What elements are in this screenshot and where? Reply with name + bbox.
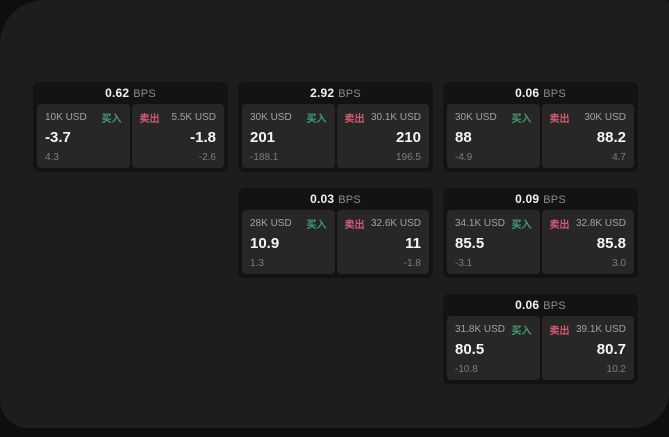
- sell-notional: 32.6K USD: [370, 218, 421, 229]
- buy-notional: 31.8K USD: [455, 324, 506, 335]
- bps-unit: BPS: [543, 194, 566, 206]
- bps-header: 0.03 BPS: [242, 188, 429, 210]
- sell-sub-value: 4.7: [612, 152, 626, 163]
- sell-notional: 32.8K USD: [575, 218, 626, 229]
- sell-quote-panel[interactable]: 卖出 32.6K USD 11 -1.8: [336, 210, 429, 274]
- sell-sub-value: 10.2: [606, 364, 626, 375]
- quote-card: 0.62 BPS 10K USD 买入 -3.7 4.3 卖出 5.5K USD …: [33, 82, 228, 172]
- buy-sub-value: -3.1: [455, 258, 473, 269]
- buy-price: 80.5: [455, 341, 485, 359]
- buy-side-label: 买入: [511, 326, 532, 337]
- sell-side-label: 卖出: [344, 220, 365, 231]
- quote-card: 2.92 BPS 30K USD 买入 201 -188.1 卖出 30.1K U…: [238, 82, 433, 172]
- quote-card: 0.03 BPS 28K USD 买入 10.9 1.3 卖出 32.6K USD…: [238, 188, 433, 278]
- sell-quote-panel[interactable]: 卖出 5.5K USD -1.8 -2.6: [131, 104, 224, 168]
- sell-side-label: 卖出: [139, 114, 160, 125]
- buy-quote-panel[interactable]: 10K USD 买入 -3.7 4.3: [37, 104, 130, 168]
- sell-notional: 39.1K USD: [575, 324, 626, 335]
- buy-price: 10.9: [250, 235, 280, 253]
- sell-quote-panel[interactable]: 卖出 39.1K USD 80.7 10.2: [541, 316, 634, 380]
- buy-price: -3.7: [45, 129, 71, 147]
- buy-sub-value: 4.3: [45, 152, 59, 163]
- buy-notional: 10K USD: [45, 112, 87, 123]
- buy-notional: 34.1K USD: [455, 218, 506, 229]
- buy-sub-value: -4.9: [455, 152, 473, 163]
- sell-side-label: 卖出: [549, 220, 570, 231]
- bps-unit: BPS: [338, 88, 361, 100]
- bps-value: 0.62: [105, 86, 130, 100]
- buy-side-label: 买入: [511, 114, 532, 125]
- quote-card-grid: 0.62 BPS 10K USD 买入 -3.7 4.3 卖出 5.5K USD …: [33, 82, 638, 384]
- sell-price: -1.8: [190, 129, 216, 147]
- bps-value: 0.09: [515, 192, 540, 206]
- buy-price: 88: [455, 129, 472, 147]
- sell-sub-value: 196.5: [395, 152, 421, 163]
- sell-sub-value: -2.6: [198, 152, 216, 163]
- bps-unit: BPS: [543, 88, 566, 100]
- buy-quote-panel[interactable]: 31.8K USD 买入 80.5 -10.8: [447, 316, 540, 380]
- quote-card: 0.06 BPS 31.8K USD 买入 80.5 -10.8 卖出 39.1K…: [443, 294, 638, 384]
- buy-notional: 30K USD: [250, 112, 292, 123]
- sell-side-label: 卖出: [549, 326, 570, 337]
- sell-side-label: 卖出: [549, 114, 570, 125]
- sell-notional: 5.5K USD: [171, 112, 216, 123]
- sell-quote-panel[interactable]: 卖出 30K USD 88.2 4.7: [541, 104, 634, 168]
- buy-quote-panel[interactable]: 34.1K USD 买入 85.5 -3.1: [447, 210, 540, 274]
- buy-side-label: 买入: [101, 114, 122, 125]
- sell-side-label: 卖出: [344, 114, 365, 125]
- sell-price: 88.2: [596, 129, 626, 147]
- buy-price: 201: [250, 129, 276, 147]
- buy-side-label: 买入: [511, 220, 532, 231]
- sell-notional: 30K USD: [584, 112, 626, 123]
- bps-header: 0.06 BPS: [447, 294, 634, 316]
- sell-sub-value: 3.0: [612, 258, 626, 269]
- sell-price: 85.8: [596, 235, 626, 253]
- bps-value: 0.03: [310, 192, 335, 206]
- sell-notional: 30.1K USD: [370, 112, 421, 123]
- buy-price: 85.5: [455, 235, 485, 253]
- buy-notional: 28K USD: [250, 218, 292, 229]
- buy-side-label: 买入: [306, 114, 327, 125]
- bps-unit: BPS: [133, 88, 156, 100]
- buy-sub-value: 1.3: [250, 258, 264, 269]
- quote-card: 0.06 BPS 30K USD 买入 88 -4.9 卖出 30K USD 88…: [443, 82, 638, 172]
- quote-card: 0.09 BPS 34.1K USD 买入 85.5 -3.1 卖出 32.8K …: [443, 188, 638, 278]
- buy-sub-value: -188.1: [250, 152, 279, 163]
- buy-quote-panel[interactable]: 28K USD 买入 10.9 1.3: [242, 210, 335, 274]
- sell-quote-panel[interactable]: 卖出 30.1K USD 210 196.5: [336, 104, 429, 168]
- bps-header: 2.92 BPS: [242, 82, 429, 104]
- buy-notional: 30K USD: [455, 112, 497, 123]
- bps-header: 0.06 BPS: [447, 82, 634, 104]
- bps-value: 2.92: [310, 86, 335, 100]
- bps-unit: BPS: [543, 300, 566, 312]
- sell-price: 11: [405, 235, 421, 253]
- sell-quote-panel[interactable]: 卖出 32.8K USD 85.8 3.0: [541, 210, 634, 274]
- sell-sub-value: -1.8: [403, 258, 421, 269]
- sell-price: 210: [395, 129, 421, 147]
- buy-side-label: 买入: [306, 220, 327, 231]
- bps-header: 0.09 BPS: [447, 188, 634, 210]
- buy-quote-panel[interactable]: 30K USD 买入 88 -4.9: [447, 104, 540, 168]
- bps-value: 0.06: [515, 86, 540, 100]
- buy-quote-panel[interactable]: 30K USD 买入 201 -188.1: [242, 104, 335, 168]
- sell-price: 80.7: [596, 341, 626, 359]
- bps-header: 0.62 BPS: [37, 82, 224, 104]
- bps-unit: BPS: [338, 194, 361, 206]
- buy-sub-value: -10.8: [455, 364, 478, 375]
- bps-value: 0.06: [515, 298, 540, 312]
